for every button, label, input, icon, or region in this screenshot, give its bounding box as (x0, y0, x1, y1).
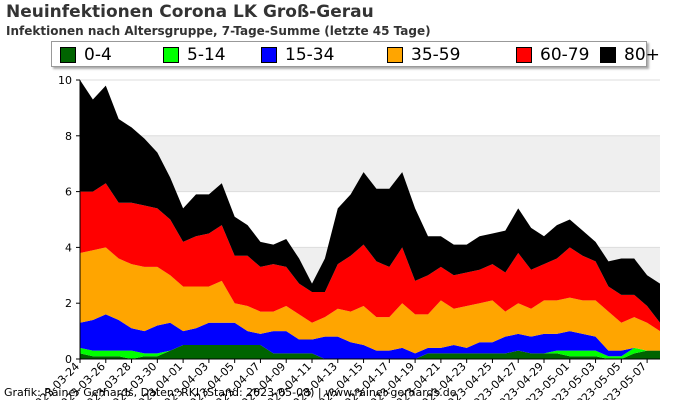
area-series-0-4 (80, 345, 660, 359)
y-axis-ticks: 0 2 4 6 8 10 (58, 74, 80, 366)
legend-swatch (387, 47, 403, 63)
y-tick-label: 10 (58, 74, 72, 87)
area-layers (80, 80, 660, 359)
credit-footer: Grafik: Rainer Gerhards, Daten: RKI (Sta… (4, 386, 457, 399)
legend-item-80+: 80+ (600, 45, 660, 65)
legend-swatch (600, 47, 616, 63)
legend-label: 5-14 (187, 45, 226, 65)
chart-title: Neuinfektionen Corona LK Groß-Gerau (6, 2, 374, 22)
legend-swatch (60, 47, 76, 63)
legend-item-35-59: 35-59 (387, 45, 460, 65)
y-tick-label: 4 (65, 241, 72, 254)
area-series-15-34 (80, 314, 660, 359)
legend-item-60-79: 60-79 (516, 45, 589, 65)
y-tick-label: 8 (65, 130, 72, 143)
legend-label: 35-59 (411, 45, 461, 65)
legend-item-0-4: 0-4 (60, 45, 112, 65)
legend-swatch (516, 47, 532, 63)
legend-label: 0-4 (84, 45, 112, 65)
legend-label: 15-34 (285, 45, 335, 65)
axes (79, 80, 660, 360)
legend-swatch (261, 47, 277, 63)
y-tick-label: 0 (65, 353, 72, 366)
area-series-80+ (80, 80, 660, 323)
area-series-60-79 (80, 183, 660, 332)
legend-swatch (163, 47, 179, 63)
y-tick-label: 2 (65, 297, 72, 310)
legend: 0-4 5-14 15-34 35-59 60-79 80+ (51, 41, 660, 67)
legend-item-5-14: 5-14 (163, 45, 226, 65)
legend-item-15-34: 15-34 (261, 45, 334, 65)
legend-label: 80+ (624, 45, 660, 65)
y-tick-label: 6 (65, 186, 72, 199)
area-series-35-59 (80, 247, 660, 354)
legend-label: 60-79 (540, 45, 590, 65)
chart-subtitle: Infektionen nach Altersgruppe, 7-Tage-Su… (6, 24, 431, 38)
